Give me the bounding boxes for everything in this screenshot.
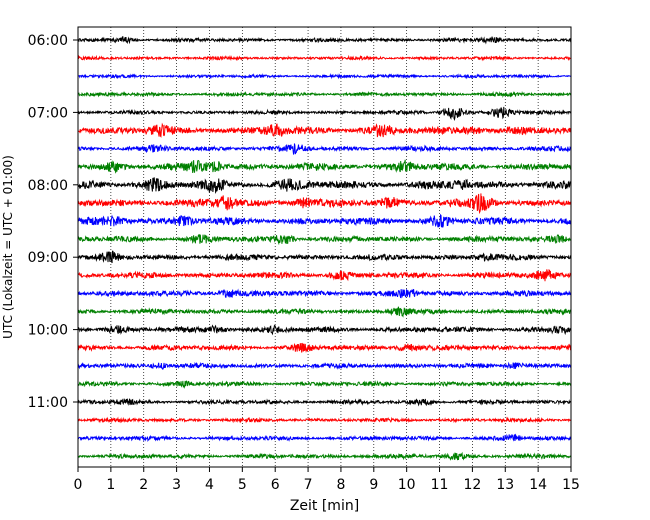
trace-row-23 <box>77 451 572 461</box>
x-axis-label: Zeit [min] <box>290 498 359 514</box>
trace-row-5 <box>77 122 572 138</box>
trace-row-1 <box>77 54 572 62</box>
y-tick-label-0: 06:00 <box>28 33 68 49</box>
seismogram-traces <box>77 35 572 461</box>
x-tick-label-7: 7 <box>304 477 313 493</box>
trace-row-12 <box>77 250 572 264</box>
x-tick-label-13: 13 <box>496 477 514 493</box>
y-tick-label-4: 10:00 <box>28 323 68 339</box>
trace-row-17 <box>77 342 572 353</box>
y-tick-label-1: 07:00 <box>28 105 68 121</box>
trace-row-9 <box>77 193 572 215</box>
trace-row-8 <box>77 177 572 195</box>
trace-row-11 <box>77 234 572 246</box>
trace-row-0 <box>77 35 572 45</box>
vertical-grid-lines <box>110 27 539 467</box>
x-tick-label-6: 6 <box>271 477 280 493</box>
y-axis-label: UTC (Lokalzeit = UTC + 01:00) <box>1 155 15 339</box>
trace-row-21 <box>77 416 572 424</box>
y-tick-label-3: 09:00 <box>28 250 68 266</box>
trace-row-10 <box>77 213 572 228</box>
x-tick-label-11: 11 <box>431 477 449 493</box>
plot-frame <box>77 26 572 468</box>
trace-row-14 <box>77 288 572 299</box>
x-tick-label-4: 4 <box>205 477 214 493</box>
x-tick-label-15: 15 <box>562 477 580 493</box>
trace-row-4 <box>77 106 572 122</box>
x-tick-label-12: 12 <box>463 477 481 493</box>
trace-row-20 <box>77 398 572 407</box>
x-tick-label-0: 0 <box>74 477 83 493</box>
x-tick-label-1: 1 <box>106 477 115 493</box>
trace-row-2 <box>77 72 572 80</box>
x-tick-label-14: 14 <box>529 477 547 493</box>
trace-row-7 <box>77 159 572 174</box>
x-tick-label-8: 8 <box>336 477 345 493</box>
trace-row-6 <box>77 143 572 155</box>
x-axis-ticks: 0 1 2 3 4 5 6 7 8 9 10 11 12 13 14 15 <box>74 467 580 493</box>
x-tick-label-3: 3 <box>172 477 181 493</box>
y-axis-ticks: 06:00 07:00 08:00 09:00 10:00 11:00 <box>28 33 78 411</box>
trace-row-16 <box>77 324 572 336</box>
trace-row-13 <box>77 269 572 282</box>
x-tick-label-10: 10 <box>398 477 416 493</box>
trace-row-15 <box>77 306 572 318</box>
y-tick-label-5: 11:00 <box>28 395 68 411</box>
x-tick-label-9: 9 <box>369 477 378 493</box>
trace-row-19 <box>77 379 572 389</box>
y-tick-label-2: 08:00 <box>28 178 68 194</box>
trace-row-22 <box>77 433 572 443</box>
x-tick-label-2: 2 <box>139 477 148 493</box>
x-tick-label-5: 5 <box>238 477 247 493</box>
trace-row-18 <box>77 361 572 370</box>
trace-row-3 <box>77 90 572 99</box>
